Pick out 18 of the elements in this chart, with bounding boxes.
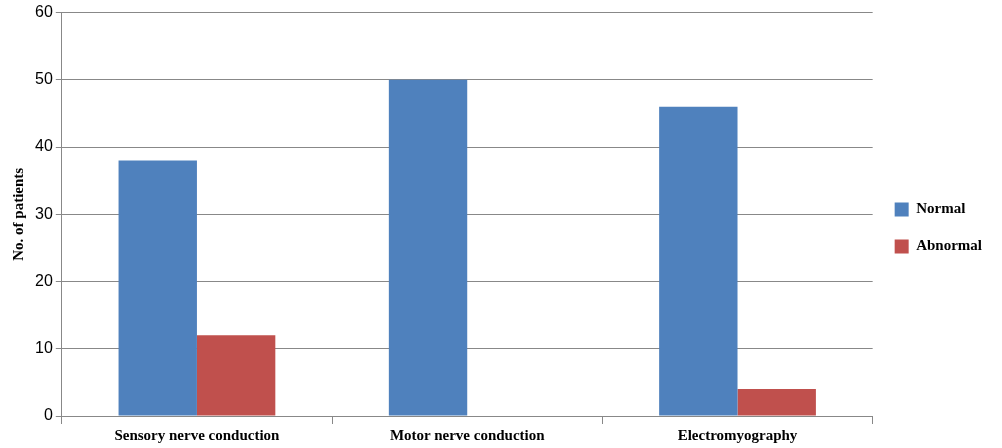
y-tick-label: 10: [35, 339, 53, 357]
y-tick-label: 60: [35, 3, 53, 21]
y-tick-label: 30: [35, 204, 53, 222]
bar: [118, 160, 197, 416]
x-tick-label: Motor nerve conduction: [389, 426, 546, 443]
y-tick-label: 0: [43, 406, 53, 424]
bar: [737, 389, 816, 416]
legend-label: Normal: [916, 200, 966, 217]
bar: [659, 106, 738, 416]
legend-label: Abnormal: [916, 237, 983, 254]
y-axis-title: No. of patients: [9, 167, 26, 261]
bar: [388, 79, 468, 416]
bar: [196, 335, 276, 416]
y-tick-label: 40: [35, 137, 53, 155]
x-tick-label: Sensory nerve conduction: [114, 426, 281, 443]
y-tick-label: 50: [35, 70, 53, 88]
y-tick-label: 20: [35, 271, 53, 289]
x-tick-label: Electromyography: [677, 426, 798, 443]
